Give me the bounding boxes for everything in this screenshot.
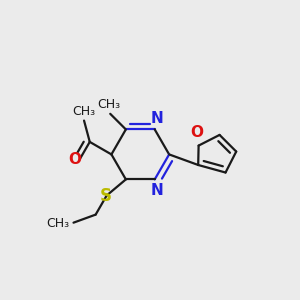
Text: O: O bbox=[190, 125, 203, 140]
Text: CH₃: CH₃ bbox=[97, 98, 120, 111]
Text: CH₃: CH₃ bbox=[73, 105, 96, 118]
Text: CH₃: CH₃ bbox=[46, 217, 69, 230]
Text: S: S bbox=[100, 188, 112, 206]
Text: O: O bbox=[68, 152, 81, 167]
Text: N: N bbox=[151, 111, 164, 126]
Text: N: N bbox=[151, 183, 164, 198]
